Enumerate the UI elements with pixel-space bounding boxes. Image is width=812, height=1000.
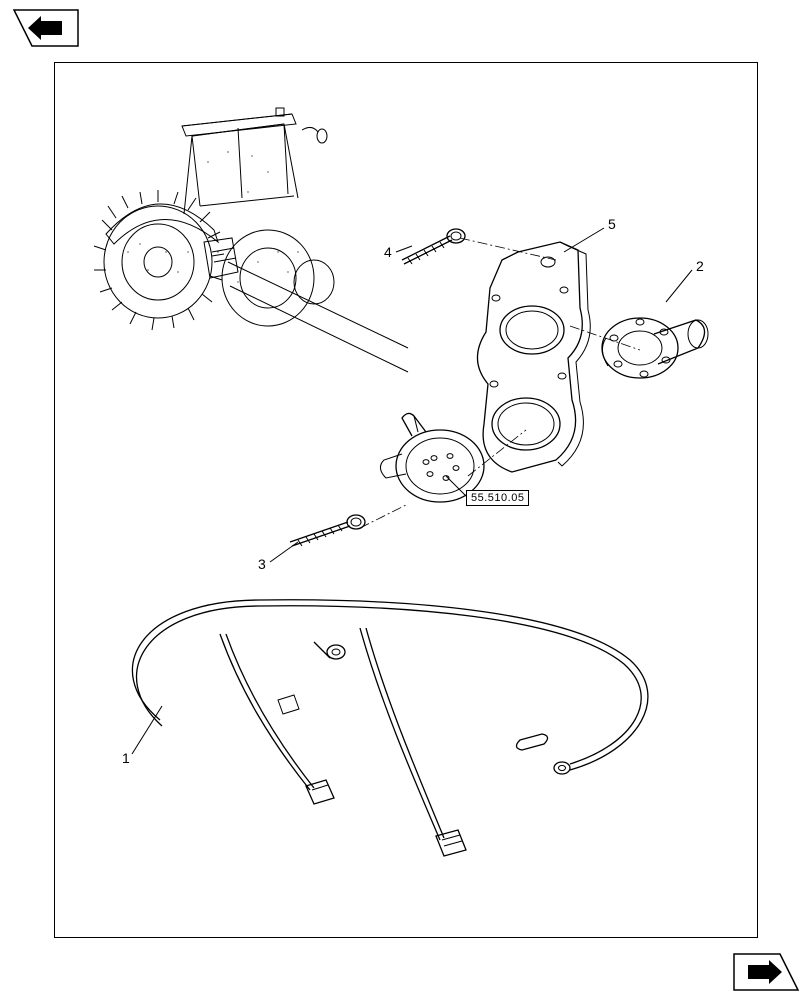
callout-leaders bbox=[0, 0, 812, 1000]
callout-2: 2 bbox=[696, 258, 704, 274]
callout-4: 4 bbox=[384, 244, 392, 260]
reference-label: 55.510.05 bbox=[466, 490, 529, 506]
callout-1: 1 bbox=[122, 750, 130, 766]
callout-5: 5 bbox=[608, 216, 616, 232]
diagram-page: 4 5 2 3 1 55.510.05 bbox=[0, 0, 812, 1000]
callout-3: 3 bbox=[258, 556, 266, 572]
